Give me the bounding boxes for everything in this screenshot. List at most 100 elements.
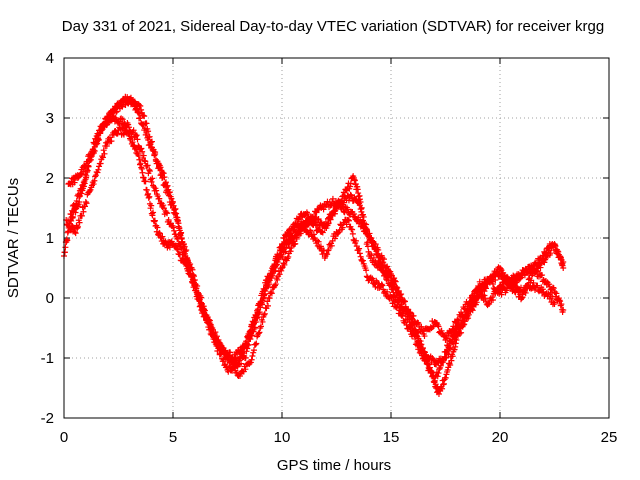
data-point-fill	[86, 157, 93, 164]
data-point-fill	[345, 217, 352, 224]
data-point	[137, 103, 144, 109]
data-point-fill	[283, 232, 290, 239]
data-point-fill	[369, 275, 376, 282]
data-point-fill	[459, 321, 466, 328]
data-point-fill	[316, 224, 323, 231]
data-point-fill	[315, 215, 322, 222]
data-point-fill	[171, 227, 178, 234]
data-point-fill	[156, 229, 163, 236]
data-point-fill	[366, 234, 373, 241]
data-point-fill	[471, 290, 478, 297]
data-point-fill	[468, 306, 475, 313]
data-point-fill	[518, 274, 525, 281]
data-point-fill	[391, 277, 398, 284]
data-point-fill	[302, 224, 309, 231]
y-tick-label: -2	[41, 410, 54, 427]
data-point-fill	[469, 307, 476, 314]
data-point-fill	[69, 207, 76, 214]
data-point-fill	[418, 323, 425, 330]
data-point-fill	[442, 374, 449, 381]
data-point-fill	[253, 315, 260, 322]
data-point-fill	[65, 217, 72, 224]
data-point-fill	[272, 281, 279, 288]
data-point-fill	[281, 261, 288, 268]
data-point-fill	[357, 253, 364, 260]
data-point-fill	[161, 181, 168, 188]
data-point	[435, 391, 442, 397]
data-point-fill	[395, 298, 402, 305]
data-point-fill	[208, 326, 215, 333]
data-point-fill	[450, 323, 457, 330]
data-point-fill	[374, 251, 381, 258]
data-point-fill	[325, 220, 332, 227]
data-point-fill	[252, 324, 259, 331]
data-point-fill	[149, 175, 156, 182]
data-point-fill	[347, 191, 354, 198]
data-point-fill	[382, 271, 389, 278]
data-point-fill	[104, 121, 111, 128]
data-point-fill	[444, 335, 451, 342]
data-point-fill	[328, 242, 335, 249]
data-point-fill	[138, 165, 145, 172]
data-point-fill	[262, 288, 269, 295]
data-point-fill	[443, 348, 450, 355]
data-point-fill	[452, 343, 459, 350]
data-point-fill	[344, 206, 351, 213]
data-point-fill	[319, 228, 326, 235]
data-point-fill	[378, 281, 385, 288]
data-point-fill	[148, 138, 155, 145]
data-point-fill	[249, 353, 256, 360]
data-point-fill	[398, 291, 405, 298]
data-point-fill	[158, 171, 165, 178]
data-point	[279, 265, 285, 271]
data-point-fill	[75, 223, 82, 230]
data-point-fill	[459, 311, 466, 318]
data-point-fill	[452, 330, 459, 337]
data-point-fill	[410, 312, 417, 319]
data-point-fill	[349, 230, 356, 237]
x-tick-label: 25	[601, 429, 618, 446]
data-point-fill	[285, 253, 292, 260]
data-point-fill	[213, 333, 220, 340]
data-point-fill	[152, 149, 159, 156]
data-point-fill	[151, 218, 158, 225]
data-point-fill	[360, 220, 367, 227]
data-point-fill	[513, 279, 520, 286]
data-point-fill	[203, 314, 210, 321]
data-point-fill	[264, 302, 271, 309]
data-point-fill	[69, 215, 76, 222]
data-point-fill	[549, 295, 556, 302]
data-point-fill	[259, 295, 266, 302]
data-point-fill	[539, 286, 546, 293]
data-point-fill	[522, 289, 529, 296]
data-point-fill	[310, 231, 317, 238]
data-point-fill	[242, 354, 249, 361]
data-point-fill	[390, 289, 397, 296]
data-point-fill	[294, 220, 301, 227]
data-point-fill	[159, 233, 166, 240]
data-point	[143, 187, 150, 193]
data-point-fill	[315, 238, 322, 245]
data-point-fill	[384, 274, 391, 281]
data-point-fill	[103, 142, 110, 149]
data-point-fill	[79, 185, 86, 192]
data-point-fill	[165, 189, 172, 196]
data-point	[398, 313, 405, 319]
data-point-fill	[356, 245, 363, 252]
data-point-fill	[543, 253, 550, 260]
data-point-fill	[541, 259, 548, 266]
data-point-fill	[253, 340, 260, 347]
data-point-fill	[80, 168, 87, 175]
data-point-fill	[166, 192, 173, 199]
data-point-fill	[91, 177, 98, 184]
data-point-fill	[189, 266, 196, 273]
data-point-fill	[139, 169, 146, 176]
data-point-fill	[363, 230, 370, 237]
data-point-fill	[137, 160, 144, 167]
data-point	[209, 325, 216, 331]
data-point-fill	[359, 257, 366, 264]
data-point-fill	[142, 178, 149, 185]
data-point-fill	[472, 294, 479, 301]
data-point-fill	[175, 220, 182, 227]
